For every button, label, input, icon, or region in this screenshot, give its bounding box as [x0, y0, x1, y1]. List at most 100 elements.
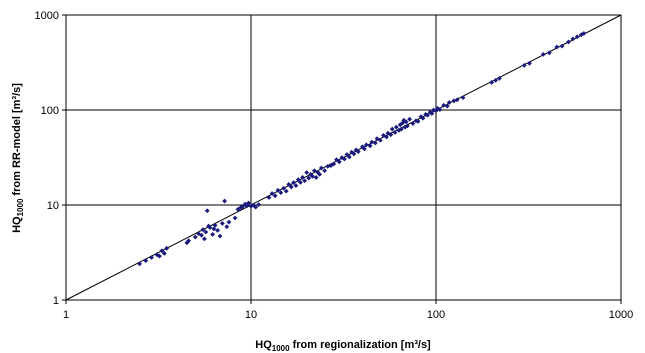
data-point: [346, 154, 352, 160]
data-point: [363, 142, 369, 148]
data-point: [283, 188, 289, 194]
data-point: [410, 121, 416, 126]
data-point: [460, 95, 466, 101]
data-point: [200, 227, 206, 233]
x-tick-labels: 1 10 100 1000: [63, 309, 633, 321]
data-point: [293, 183, 299, 189]
data-point: [288, 184, 294, 190]
data-point: [202, 236, 207, 242]
data-point: [344, 152, 350, 157]
data-point: [154, 252, 160, 258]
y-tick-label: 100: [41, 105, 59, 117]
data-point: [295, 177, 301, 183]
data-point: [199, 232, 204, 238]
data-point: [184, 240, 190, 246]
data-point: [429, 111, 435, 116]
data-point: [403, 119, 409, 125]
data-point: [392, 130, 398, 135]
data-point: [322, 168, 328, 174]
data-point: [554, 44, 560, 50]
y-axis-title: HQ1000 from RR-model [m³/s]: [11, 83, 25, 233]
data-point: [334, 157, 339, 163]
data-point: [361, 146, 367, 152]
data-point: [369, 139, 375, 145]
data-point: [415, 118, 421, 124]
data-point: [143, 258, 149, 263]
data-point: [272, 193, 278, 199]
data-point: [278, 190, 284, 196]
x-tick-label: 100: [427, 309, 445, 321]
data-point: [244, 203, 250, 209]
data-point: [164, 245, 170, 251]
data-point: [266, 195, 272, 200]
y-tick-label: 10: [47, 200, 59, 212]
data-point: [246, 200, 251, 206]
data-point: [367, 143, 373, 149]
data-point: [210, 232, 215, 237]
data-point: [331, 161, 337, 167]
data-point: [206, 223, 212, 229]
data-point: [339, 155, 345, 161]
data-point: [186, 238, 192, 244]
y-tick-labels: 1 10 100 1000: [35, 10, 59, 307]
data-point: [311, 168, 317, 174]
data-point: [437, 107, 443, 112]
data-point: [521, 62, 527, 68]
data-point: [384, 134, 389, 140]
data-point: [425, 112, 430, 118]
data-point: [546, 50, 552, 56]
data-point: [281, 185, 286, 191]
data-point: [224, 224, 230, 230]
data-point: [302, 178, 308, 184]
data-point: [207, 225, 213, 230]
x-tick-label: 10: [245, 309, 257, 321]
data-point: [336, 159, 342, 165]
data-point: [355, 149, 361, 154]
data-point: [161, 250, 167, 256]
data-point: [157, 253, 162, 259]
y-tick-label: 1000: [35, 10, 59, 22]
data-point: [444, 103, 450, 109]
data-point: [393, 124, 399, 130]
data-point: [306, 175, 312, 181]
data-point: [204, 208, 210, 214]
data-point: [203, 229, 209, 235]
data-point: [407, 116, 413, 122]
data-point: [446, 100, 452, 105]
data-point: [493, 77, 499, 83]
data-point: [385, 130, 391, 136]
data-point: [374, 136, 380, 141]
data-point: [238, 205, 244, 210]
data-point: [219, 221, 225, 226]
data-point: [489, 80, 495, 85]
data-point: [240, 204, 245, 210]
data-point: [496, 76, 502, 81]
data-point: [420, 115, 426, 121]
data-point: [310, 174, 315, 179]
x-tick-label: 1000: [609, 309, 633, 321]
data-point: [291, 180, 297, 186]
data-point: [300, 175, 305, 180]
data-point: [398, 126, 404, 132]
data-point: [342, 156, 347, 162]
data-point: [286, 181, 292, 187]
data-point: [253, 204, 259, 210]
data-point: [242, 201, 248, 207]
data-point: [454, 97, 460, 103]
data-point: [222, 198, 228, 204]
data-point: [256, 202, 262, 207]
data-point: [433, 108, 439, 114]
data-point: [359, 144, 365, 150]
data-point: [404, 123, 410, 129]
data-point: [192, 234, 198, 240]
data-point: [540, 51, 546, 57]
data-point: [275, 187, 281, 193]
data-point: [149, 255, 154, 260]
data-point: [313, 175, 319, 180]
data-point: [318, 165, 324, 171]
data-point: [527, 60, 532, 66]
data-point: [212, 222, 218, 228]
data-point: [137, 261, 143, 267]
data-point: [441, 102, 447, 108]
